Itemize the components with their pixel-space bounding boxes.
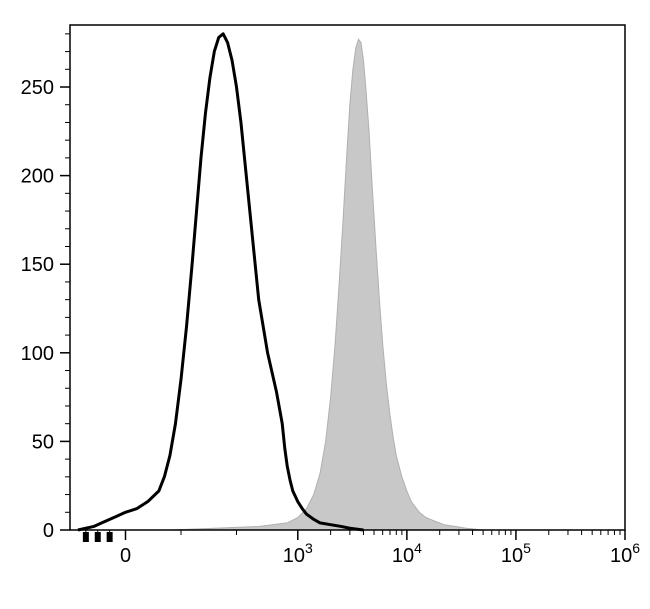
flow-cytometry-histogram: 0501001502002500103104105106 bbox=[0, 0, 650, 609]
ytick-label: 250 bbox=[21, 77, 54, 99]
chart-svg: 0501001502002500103104105106 bbox=[0, 0, 650, 609]
xtick-label: 0 bbox=[120, 545, 131, 567]
ytick-label: 50 bbox=[32, 431, 54, 453]
ytick-label: 200 bbox=[21, 166, 54, 188]
ytick-label: 0 bbox=[43, 520, 54, 542]
ytick-label: 150 bbox=[21, 254, 54, 276]
ytick-label: 100 bbox=[21, 343, 54, 365]
